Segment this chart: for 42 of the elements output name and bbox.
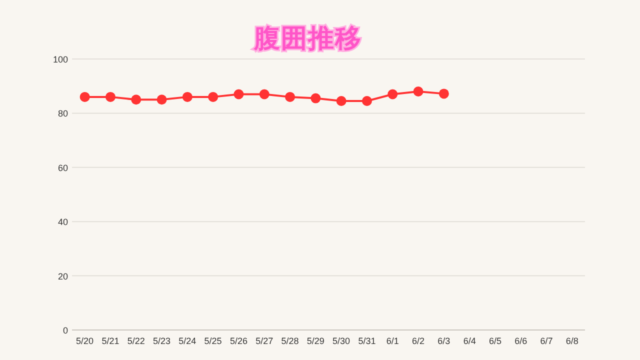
point <box>438 88 449 99</box>
point <box>413 86 424 97</box>
x-tick-label: 5/20 <box>76 336 94 346</box>
x-tick-label: 5/25 <box>204 336 222 346</box>
y-tick-label: 60 <box>58 162 68 173</box>
point <box>285 92 296 102</box>
x-tick-label: 5/30 <box>332 336 350 346</box>
point <box>131 94 142 105</box>
y-tick-label: 20 <box>58 271 68 282</box>
x-tick-label: 6/8 <box>566 336 578 346</box>
chart-title: 腹囲推移 <box>253 23 362 53</box>
point <box>105 92 116 102</box>
x-tick-label: 6/2 <box>412 336 425 346</box>
x-tick-label: 6/1 <box>386 336 399 346</box>
x-tick-label: 5/28 <box>281 336 299 346</box>
x-tick-label: 6/3 <box>438 336 450 346</box>
x-tick-label: 6/5 <box>488 336 502 346</box>
x-tick-label: 6/6 <box>514 336 528 346</box>
point <box>388 89 398 100</box>
y-tick-label: 100 <box>52 54 68 64</box>
x-tick-label: 5/27 <box>256 336 274 346</box>
x-tick-label: 5/23 <box>153 336 171 346</box>
x-tick-label: 5/26 <box>230 336 248 346</box>
point <box>208 92 218 102</box>
x-tick-label: 6/7 <box>540 336 553 346</box>
x-tick-label: 5/21 <box>102 336 120 346</box>
x-tick-label: 5/24 <box>178 336 196 346</box>
point <box>259 89 270 100</box>
point <box>336 96 346 106</box>
point <box>80 92 90 102</box>
y-tick-label: 0 <box>62 326 68 336</box>
point <box>362 96 372 106</box>
point <box>234 89 244 100</box>
point <box>182 92 192 102</box>
y-tick-label: 40 <box>58 217 68 228</box>
point <box>310 93 321 104</box>
x-tick-label: 5/29 <box>306 336 324 346</box>
point <box>156 94 167 105</box>
x-tick-label: 5/31 <box>358 336 376 346</box>
y-tick-label: 80 <box>58 108 68 119</box>
x-tick-label: 6/4 <box>463 336 476 346</box>
x-tick-label: 5/22 <box>127 336 145 346</box>
